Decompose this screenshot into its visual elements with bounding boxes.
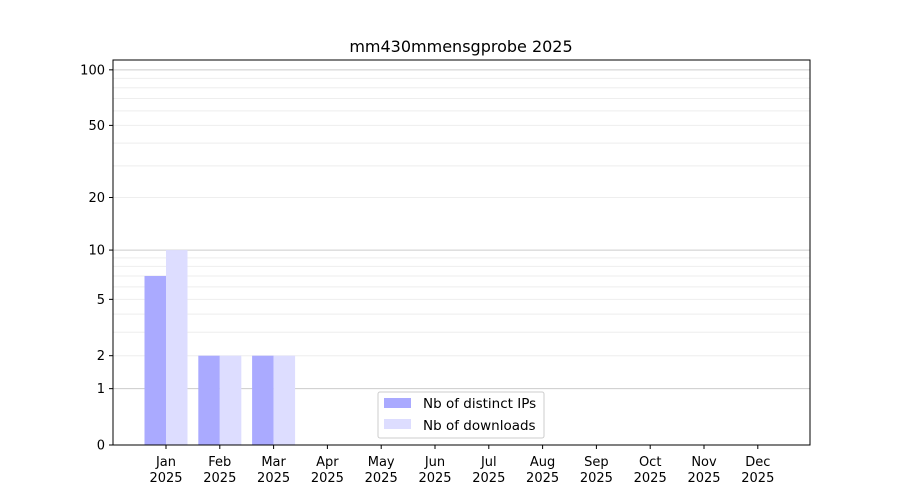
y-tick-label: 50 xyxy=(88,119,105,134)
x-tick-label: 2025 xyxy=(526,471,559,486)
chart-title: mm430mmensgprobe 2025 xyxy=(349,37,572,56)
y-tick-label: 20 xyxy=(88,191,105,206)
bar-downloads xyxy=(166,250,188,445)
y-tick-label: 1 xyxy=(97,382,105,397)
x-tick-label: 2025 xyxy=(365,471,398,486)
x-tick-label: 2025 xyxy=(203,471,236,486)
x-tick-label: 2025 xyxy=(257,471,290,486)
x-tick-label: Feb xyxy=(208,455,231,470)
x-tick-label: 2025 xyxy=(472,471,505,486)
plot-frame xyxy=(112,59,811,446)
y-tick-label: 2 xyxy=(97,349,105,364)
x-tick-label: 2025 xyxy=(634,471,667,486)
x-tick-label: Mar xyxy=(261,455,286,470)
bar-downloads xyxy=(273,355,296,445)
legend-label-downloads: Nb of downloads xyxy=(423,418,536,434)
x-tick-label: 2025 xyxy=(741,471,774,486)
x-tick-label: Apr xyxy=(316,455,339,470)
bar-ips xyxy=(252,355,274,445)
x-tick-label: 2025 xyxy=(687,471,720,486)
legend-swatch-downloads xyxy=(384,419,411,429)
x-tick-label: Jul xyxy=(480,455,497,470)
y-tick-label: 5 xyxy=(97,293,105,308)
x-tick-label: 2025 xyxy=(149,471,182,486)
x-tick-label: Dec xyxy=(745,455,770,470)
x-tick-label: 2025 xyxy=(418,471,451,486)
bar-ips xyxy=(144,275,166,445)
bar-ips xyxy=(198,355,220,445)
x-tick-label: Oct xyxy=(639,455,661,470)
x-tick-label: 2025 xyxy=(311,471,344,486)
x-tick-label: Sep xyxy=(584,455,609,470)
x-tick-label: Aug xyxy=(530,455,555,470)
x-tick-label: Jun xyxy=(424,455,445,470)
x-tick-label: Nov xyxy=(691,455,717,470)
y-tick-label: 10 xyxy=(88,244,105,259)
x-tick-label: 2025 xyxy=(580,471,613,486)
legend-label-ips: Nb of distinct IPs xyxy=(423,396,536,412)
legend-swatch-ips xyxy=(384,398,411,408)
y-tick-label: 0 xyxy=(97,439,105,454)
bar-downloads xyxy=(219,355,242,445)
legend: Nb of distinct IPs Nb of downloads xyxy=(377,391,545,439)
y-tick-label: 100 xyxy=(80,63,105,78)
x-tick-label: Jan xyxy=(155,455,176,470)
x-tick-label: May xyxy=(368,455,395,470)
